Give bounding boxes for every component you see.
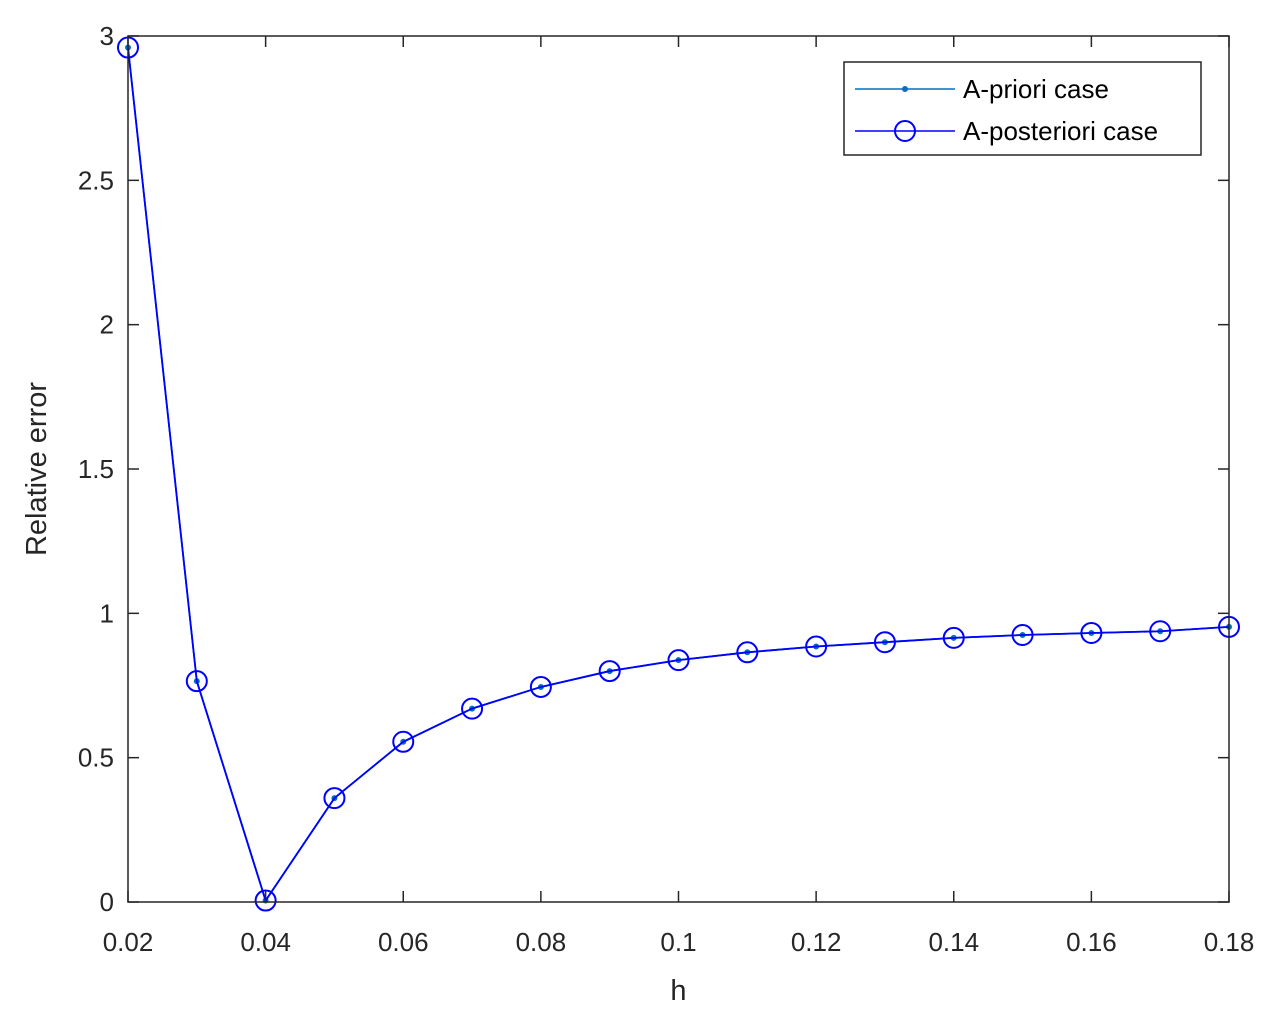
x-tick-label: 0.1	[660, 927, 696, 957]
data-point-a-posteriori-case	[873, 631, 896, 654]
x-tick-label: 0.04	[240, 927, 291, 957]
data-point-a-posteriori-case	[461, 697, 484, 720]
data-point-a-posteriori-case	[323, 787, 346, 810]
y-tick-label: 0	[100, 887, 114, 917]
data-point-a-posteriori-case	[254, 889, 277, 912]
x-tick-label: 0.06	[378, 927, 429, 957]
y-tick-label: 2	[100, 310, 114, 340]
legend: A-priori case A-posteriori case	[843, 61, 1202, 156]
plot-area	[128, 36, 1229, 902]
x-tick-label: 0.12	[791, 927, 842, 957]
series-layer	[117, 36, 1240, 912]
data-point-a-posteriori-case	[598, 660, 621, 683]
x-tick-label: 0.02	[103, 927, 154, 957]
legend-marker-a-posteriori	[894, 120, 916, 142]
data-point-a-posteriori-case	[667, 649, 690, 672]
data-point-a-posteriori-case	[805, 635, 828, 658]
x-axis-title: h	[670, 975, 686, 1007]
y-axis: 0 0.5 1 1.5 2 2.5 3	[78, 21, 1229, 917]
legend-label-a-posteriori: A-posteriori case	[963, 116, 1158, 146]
y-tick-label: 1	[100, 598, 114, 628]
y-tick-label: 3	[100, 21, 114, 51]
data-point-a-posteriori-case	[1149, 620, 1172, 643]
y-tick-label: 1.5	[78, 454, 114, 484]
data-point-a-posteriori-case	[736, 641, 759, 664]
data-point-a-posteriori-case	[185, 670, 208, 693]
x-tick-label: 0.18	[1204, 927, 1255, 957]
legend-label-a-priori: A-priori case	[963, 74, 1109, 104]
legend-box	[843, 61, 1202, 156]
y-axis-title: Relative error	[21, 382, 53, 556]
y-tick-label: 2.5	[78, 165, 114, 195]
data-point-a-posteriori-case	[392, 730, 415, 753]
data-point-a-posteriori-case	[1080, 621, 1103, 644]
x-axis: 0.02 0.04 0.06 0.08 0.1 0.12 0.14 0.16 0.18	[103, 36, 1255, 957]
data-point-a-posteriori-case	[529, 675, 552, 698]
x-tick-label: 0.14	[928, 927, 979, 957]
data-point-a-posteriori-case	[1011, 623, 1034, 646]
x-tick-label: 0.16	[1066, 927, 1117, 957]
x-tick-label: 0.08	[516, 927, 567, 957]
y-tick-label: 0.5	[78, 743, 114, 773]
legend-marker-a-priori	[902, 86, 908, 92]
data-point-a-posteriori-case	[942, 626, 965, 649]
series-line-a-posteriori-case	[127, 47, 1230, 903]
